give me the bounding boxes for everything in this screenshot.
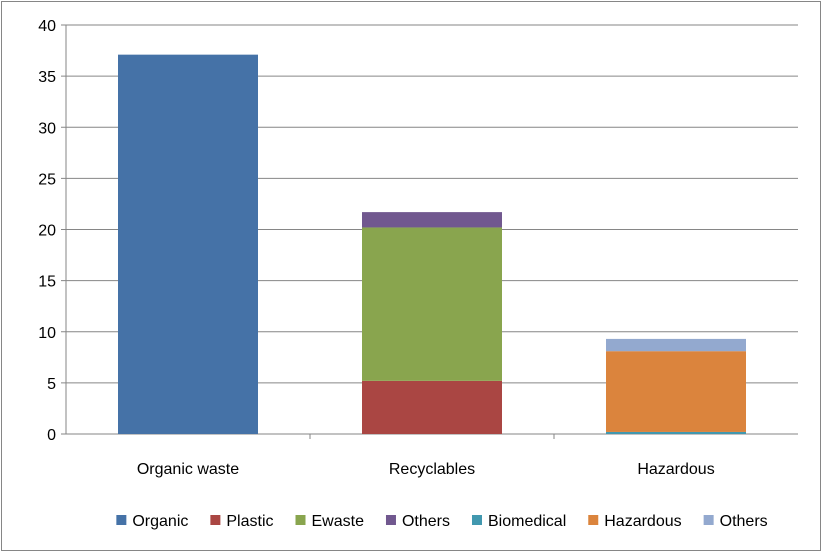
bar-others xyxy=(362,212,502,228)
legend-label: Others xyxy=(402,513,450,530)
bar-ewaste xyxy=(362,227,502,381)
y-tick-label: 10 xyxy=(38,325,56,342)
legend-swatch xyxy=(703,515,714,525)
bar-organic xyxy=(118,54,258,435)
legend-label: Plastic xyxy=(226,513,273,530)
legend-swatch xyxy=(210,515,221,525)
legend-swatch xyxy=(471,515,482,525)
legend-label: Biomedical xyxy=(488,513,566,530)
y-tick-label: 0 xyxy=(47,427,56,444)
y-tick-label: 5 xyxy=(47,376,56,393)
bar-others xyxy=(606,338,746,352)
bar-plastic xyxy=(362,380,502,434)
x-category-label: Organic waste xyxy=(137,461,239,478)
x-category-label: Hazardous xyxy=(637,461,714,478)
legend-swatch xyxy=(295,515,306,525)
legend-label: Others xyxy=(720,513,768,530)
bar-biomedical xyxy=(606,431,746,434)
y-tick-label: 25 xyxy=(38,171,56,188)
y-tick-label: 30 xyxy=(38,120,56,137)
y-tick-label: 15 xyxy=(38,274,56,291)
legend-swatch xyxy=(116,515,127,525)
legend-label: Hazardous xyxy=(604,513,681,530)
x-category-label: Recyclables xyxy=(389,461,475,478)
y-tick-label: 35 xyxy=(38,69,56,86)
y-tick-label: 20 xyxy=(38,223,56,240)
legend-swatch xyxy=(385,515,396,525)
legend-label: Ewaste xyxy=(312,513,365,530)
legend-label: Organic xyxy=(132,513,188,530)
bar-hazardous xyxy=(606,351,746,432)
legend-swatch xyxy=(588,515,599,525)
y-tick-label: 40 xyxy=(38,18,56,35)
